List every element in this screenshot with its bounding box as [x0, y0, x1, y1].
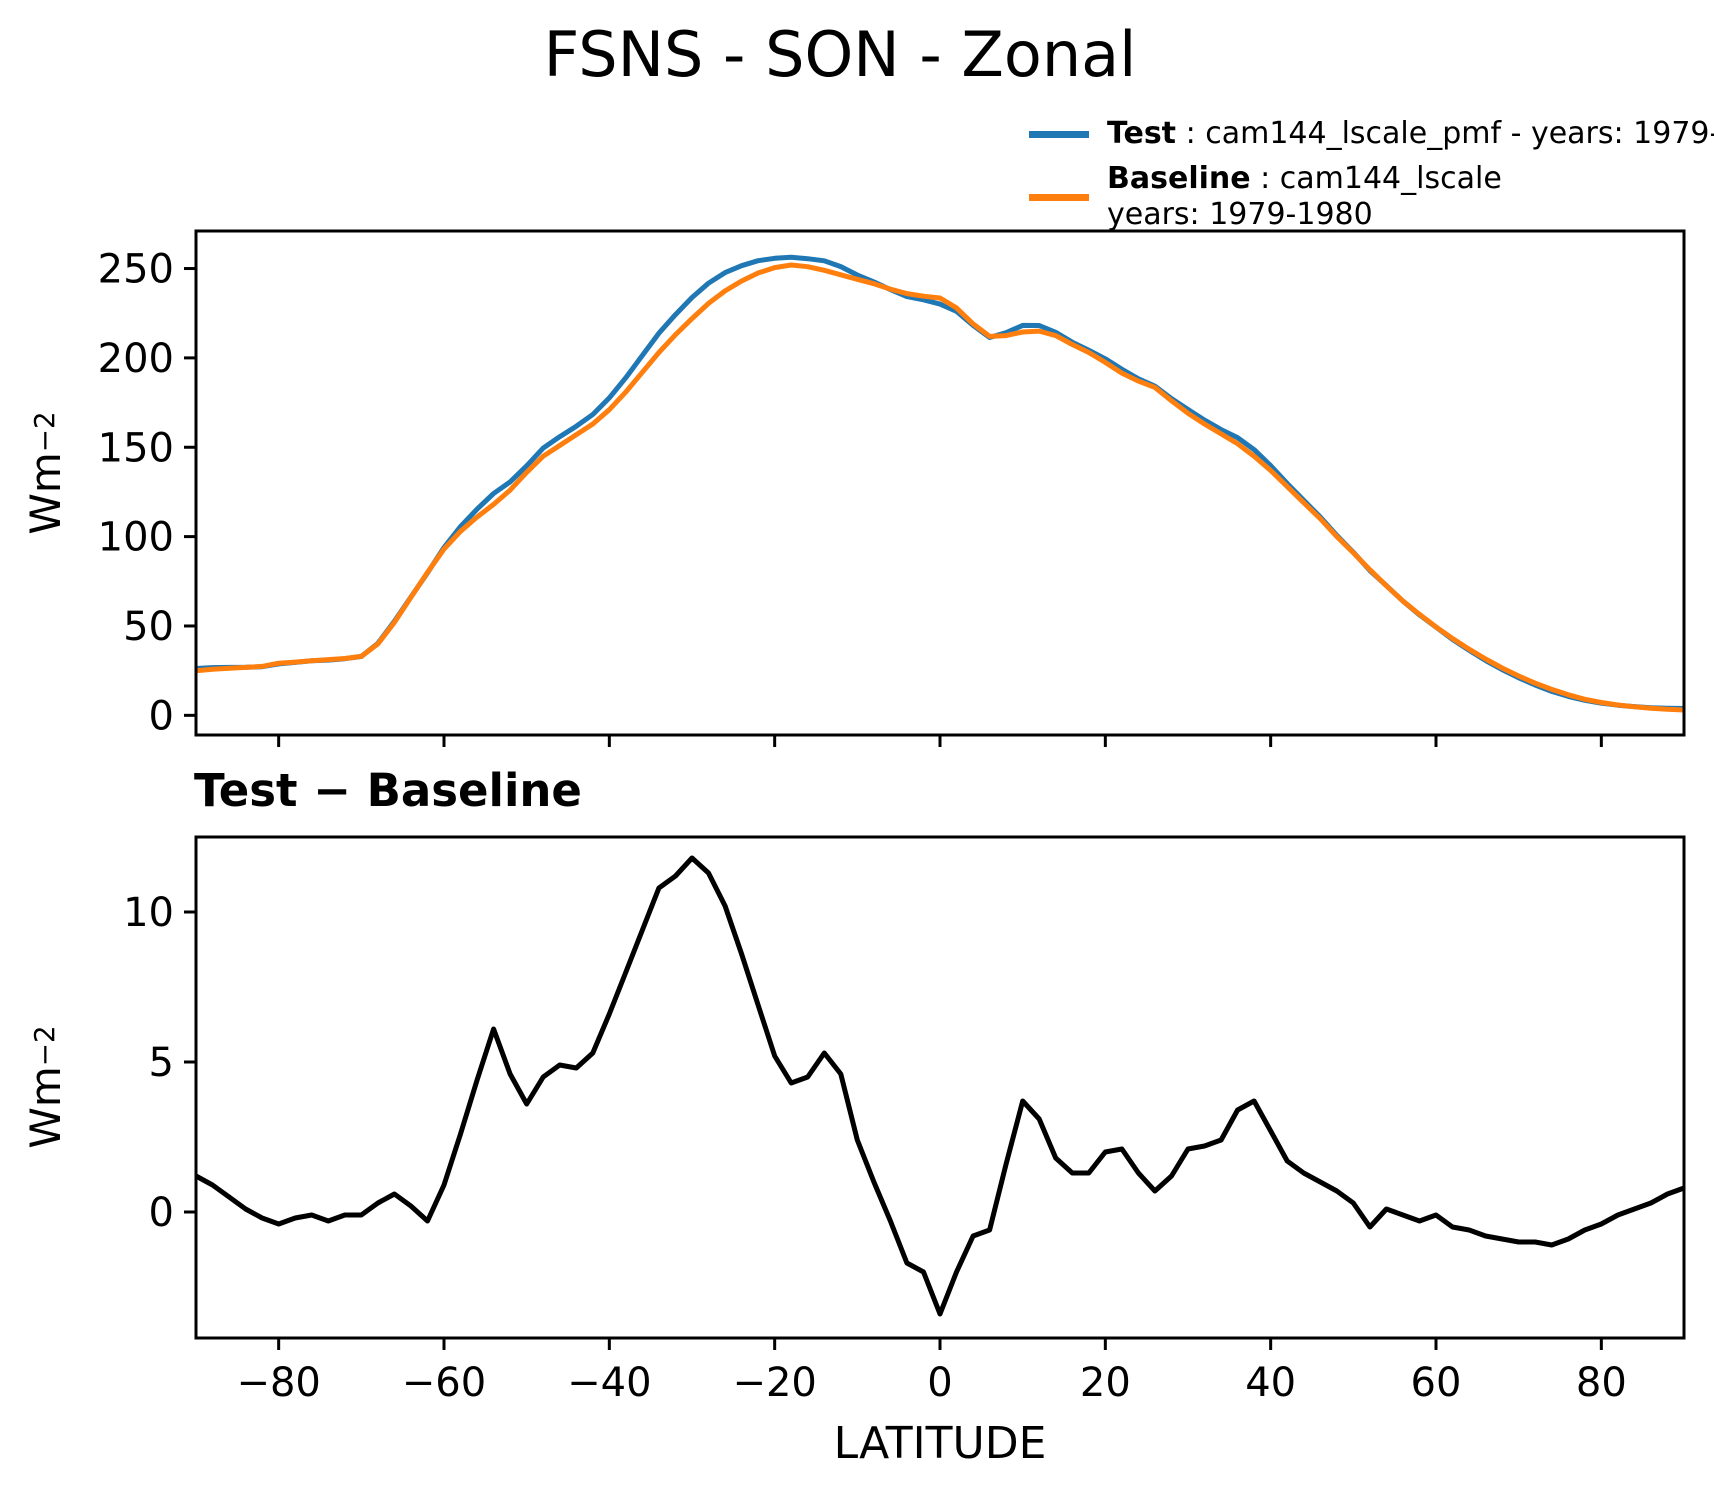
legend-item-baseline: Baseline : cam144_lscale years: 1979-1980	[1029, 161, 1714, 233]
x-tick-label: −80	[236, 1360, 320, 1406]
x-tick-label: 80	[1576, 1360, 1627, 1406]
test-line-swatch	[1029, 130, 1089, 138]
y-tick-label: 50	[123, 604, 174, 650]
y-tick-label: 10	[123, 890, 174, 936]
legend-test-sep: :	[1176, 116, 1206, 151]
legend-item-baseline-label: Baseline : cam144_lscale years: 1979-1980	[1107, 161, 1502, 233]
legend-test-desc: cam144_lscale_pmf - years: 1979-1980	[1205, 116, 1714, 151]
y-tick-label: 200	[98, 336, 174, 382]
axes-spine	[194, 229, 1686, 737]
x-axis-label: LATITUDE	[833, 1418, 1047, 1469]
page-title: FSNS - SON - Zonal	[543, 18, 1137, 91]
legend-item-test-label: Test : cam144_lscale_pmf - years: 1979-1…	[1107, 116, 1714, 152]
x-tick-label: −40	[567, 1360, 651, 1406]
legend-baseline-sep: :	[1250, 161, 1280, 196]
y-tick-label: 0	[149, 1190, 174, 1236]
baseline-line-swatch	[1029, 193, 1089, 201]
y-tick-label: 250	[98, 247, 174, 293]
diff-chart-title: Test − Baseline	[194, 764, 582, 817]
series-line-test-baseline	[194, 855, 1685, 1317]
legend-baseline-desc: cam144_lscale	[1279, 161, 1502, 196]
y-tick-label: 150	[98, 425, 174, 471]
legend-test-name: Test	[1107, 116, 1177, 151]
x-tick-label: −60	[402, 1360, 486, 1406]
legend: Test : cam144_lscale_pmf - years: 1979-1…	[1029, 116, 1714, 242]
y-tick-label: 0	[149, 693, 174, 739]
legend-item-test: Test : cam144_lscale_pmf - years: 1979-1…	[1029, 116, 1714, 152]
x-tick-label: 60	[1411, 1360, 1462, 1406]
legend-baseline-desc2: years: 1979-1980	[1107, 197, 1373, 232]
legend-baseline-name: Baseline	[1107, 161, 1251, 196]
x-tick-label: 40	[1245, 1360, 1296, 1406]
axes-spine	[194, 835, 1686, 1340]
series-line-test	[195, 254, 1685, 711]
y-tick-label: 100	[98, 515, 174, 561]
x-tick-label: 0	[927, 1360, 952, 1406]
series-line-baseline	[195, 262, 1685, 713]
y-tick-label: 5	[149, 1040, 174, 1086]
x-tick-label: −20	[732, 1360, 816, 1406]
x-tick-label: 20	[1080, 1360, 1131, 1406]
